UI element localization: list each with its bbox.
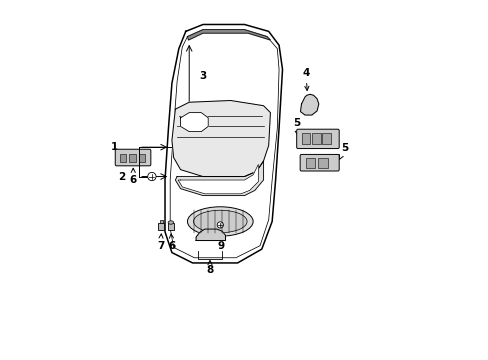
Bar — [301, 133, 309, 144]
Ellipse shape — [217, 222, 223, 228]
Bar — [160, 220, 163, 222]
Bar — [318, 158, 327, 167]
Text: 4: 4 — [302, 68, 309, 90]
Text: 6: 6 — [168, 234, 175, 251]
Bar — [158, 222, 164, 230]
Text: 9: 9 — [217, 229, 224, 251]
Text: 3: 3 — [199, 71, 206, 81]
Polygon shape — [164, 24, 282, 263]
Bar — [129, 154, 135, 162]
Polygon shape — [180, 113, 208, 132]
Text: 6: 6 — [129, 168, 137, 185]
FancyBboxPatch shape — [300, 154, 339, 171]
Text: 5: 5 — [292, 118, 299, 135]
Ellipse shape — [168, 221, 173, 224]
Text: 5: 5 — [339, 143, 348, 159]
Circle shape — [147, 172, 156, 181]
Bar — [311, 133, 320, 144]
Polygon shape — [300, 94, 318, 115]
Bar — [139, 154, 144, 162]
Polygon shape — [178, 165, 258, 194]
Bar — [305, 158, 315, 167]
Bar — [322, 133, 330, 144]
Polygon shape — [187, 30, 270, 40]
FancyBboxPatch shape — [115, 149, 150, 166]
Polygon shape — [175, 161, 263, 195]
Bar — [120, 154, 126, 162]
Polygon shape — [172, 100, 270, 176]
Text: 7: 7 — [157, 234, 164, 251]
Text: 8: 8 — [206, 261, 213, 275]
Text: 1: 1 — [111, 142, 118, 152]
FancyBboxPatch shape — [296, 129, 339, 149]
Ellipse shape — [193, 210, 246, 233]
Polygon shape — [196, 229, 225, 240]
Ellipse shape — [187, 207, 253, 236]
Text: 2: 2 — [118, 172, 125, 181]
Bar — [168, 223, 173, 230]
